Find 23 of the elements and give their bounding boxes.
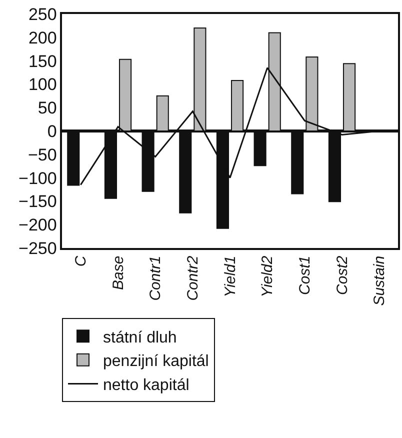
y-tick-label: 150 [28,52,57,71]
x-tick-label: C [72,256,90,267]
y-tick-label: −200 [18,216,57,235]
x-tick-label: Contr1 [147,256,164,301]
y-tick-label: −50 [28,145,57,164]
y-tick-label: 250 [28,4,57,24]
x-tick-label: Yield2 [259,255,276,298]
x-tick-label: Yield1 [222,256,239,298]
y-tick-label: −150 [18,192,57,212]
y-tick-label: −250 [18,238,57,258]
x-tick-label: Cost2 [334,255,351,295]
legend-label: penzijní kapitál [103,353,209,370]
y-tick-label: 200 [28,28,57,48]
legend-label: státní dluh [103,329,177,346]
x-tick-label: Cost1 [296,256,314,295]
y-tick-label: 0 [47,122,57,141]
x-tick-label: Base [110,256,127,290]
y-tick-label: 50 [38,98,57,118]
legend-label: netto kapitál [103,376,190,394]
y-tick-label: −100 [18,168,57,188]
x-tick-label: Sustain [371,256,388,306]
y-tick-label: 100 [28,75,57,94]
x-tick-label: Contr2 [184,255,202,301]
